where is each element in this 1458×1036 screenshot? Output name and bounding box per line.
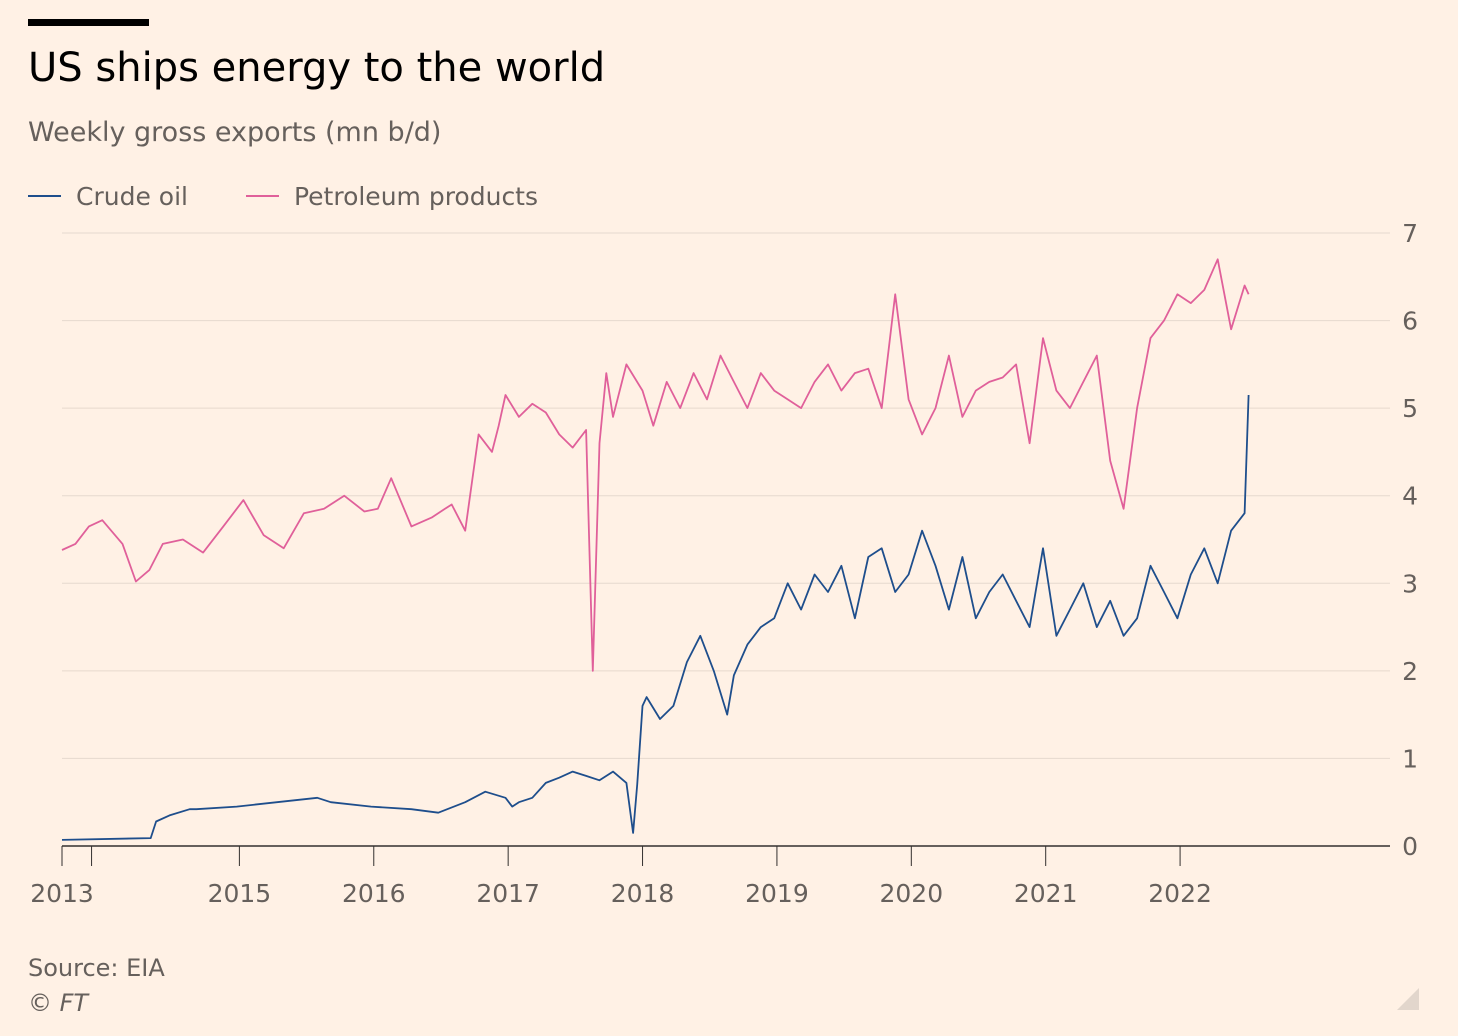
y-tick-label: 6 — [1402, 307, 1418, 336]
x-tick-label: 2022 — [1148, 879, 1212, 908]
x-tick-label: 2015 — [208, 879, 272, 908]
x-tick-label: 2020 — [879, 879, 943, 908]
legend-label-crude-oil: Crude oil — [76, 181, 188, 211]
x-tick-label: 2013 — [30, 879, 94, 908]
chart-subtitle: Weekly gross exports (mn b/d) — [28, 117, 442, 148]
legend-label-petroleum-products: Petroleum products — [293, 181, 539, 211]
x-tick-label: 2021 — [1014, 879, 1078, 908]
y-tick-label: 4 — [1402, 482, 1418, 511]
x-tick-label: 2018 — [611, 879, 675, 908]
legend-item-crude-oil: Crude oil — [28, 182, 188, 211]
y-tick-label: 5 — [1402, 394, 1418, 423]
resize-grip-icon[interactable] — [1397, 988, 1419, 1010]
series-line-petroleum-products — [61, 258, 1250, 672]
y-tick-label: 0 — [1402, 832, 1418, 861]
legend-swatch-petroleum-products — [245, 195, 279, 197]
x-tick-label: 2016 — [342, 879, 406, 908]
legend-swatch-crude-oil — [28, 195, 61, 197]
copyright-note: © FT — [28, 989, 89, 1017]
y-tick-label: 1 — [1402, 744, 1418, 773]
series-line-crude-oil — [61, 394, 1250, 841]
series-lines — [61, 258, 1250, 841]
brand-bar — [28, 19, 149, 26]
legend-item-petroleum-products: Petroleum products — [245, 181, 539, 211]
x-tick-label: 2019 — [745, 879, 809, 908]
y-tick-label: 7 — [1402, 219, 1418, 248]
chart-title: US ships energy to the world — [28, 45, 606, 91]
x-axis: 2013 2015 2016 2017 2018 2019 2020 2021 2022 — [30, 845, 1390, 908]
x-tick-label: 2017 — [476, 879, 540, 908]
y-axis-labels: 0 1 2 3 4 5 6 7 — [1402, 219, 1418, 861]
source-note: Source: EIA — [28, 954, 165, 982]
gridlines — [62, 232, 1390, 759]
chart-legend: Crude oil Petroleum products — [28, 180, 596, 212]
y-tick-label: 3 — [1402, 569, 1418, 598]
y-tick-label: 2 — [1402, 657, 1418, 686]
